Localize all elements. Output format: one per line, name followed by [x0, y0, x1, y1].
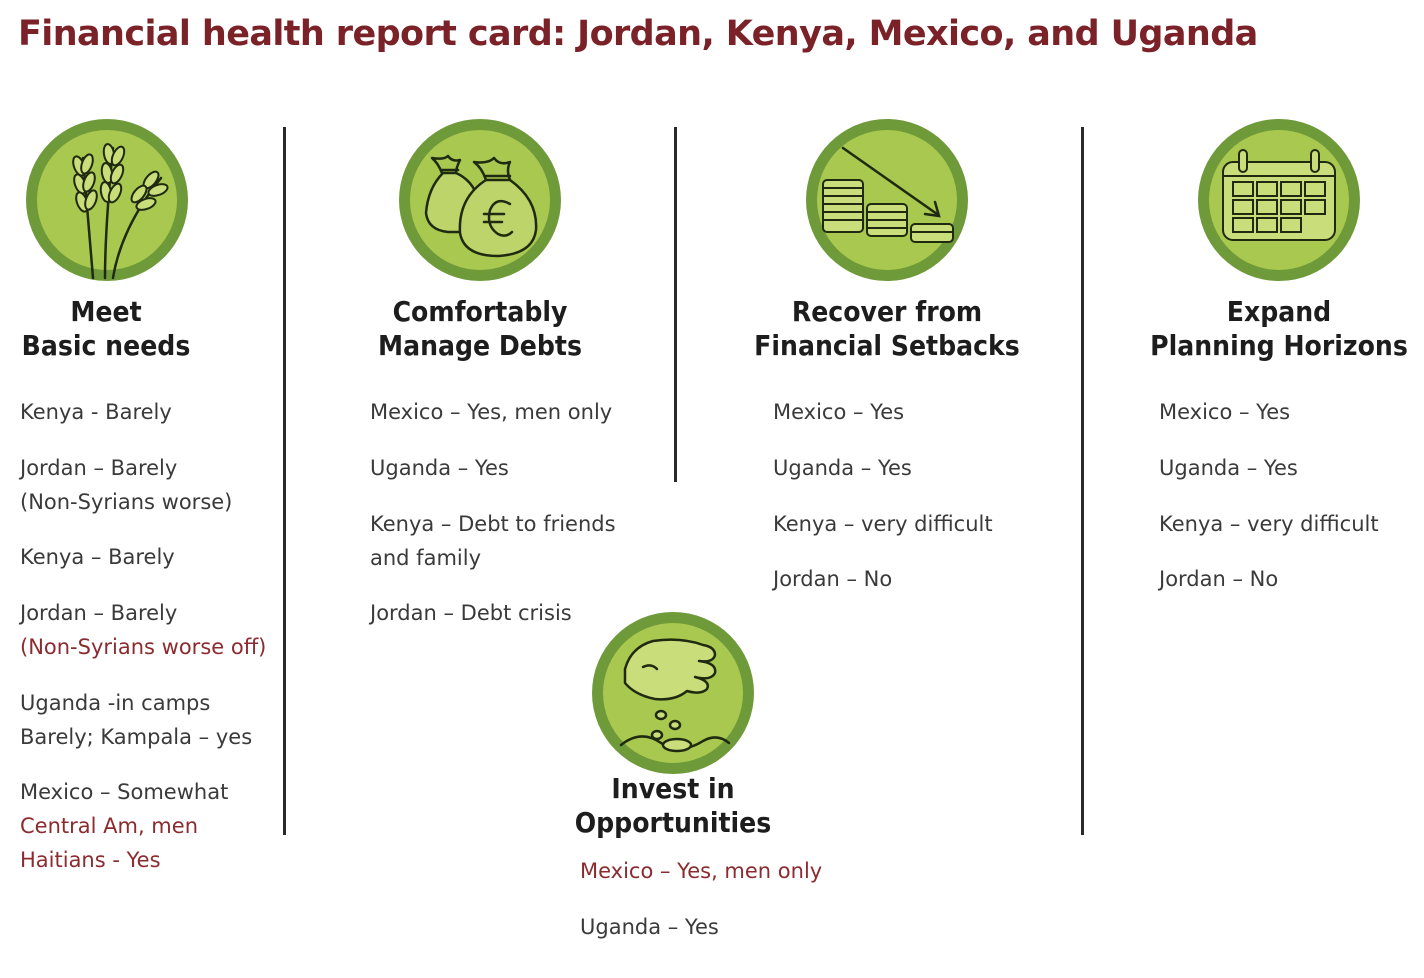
list-item: Mexico – Yes	[1159, 400, 1291, 424]
heading-manage-debts: Comfortably Manage Debts	[378, 295, 582, 362]
list-item: Kenya – Debt to friends and family	[370, 512, 616, 570]
list-item: Uganda – Yes	[580, 915, 719, 939]
calendar-icon	[1197, 118, 1361, 282]
list-item: Uganda -in camps Barely; Kampala – yes	[20, 691, 253, 749]
list-item: Uganda – Yes	[1159, 456, 1298, 480]
list-item: Jordan – Barely (Non-Syrians worse off)	[20, 601, 267, 659]
declining-coins-icon	[805, 118, 969, 282]
list-item: Mexico – Yes	[773, 400, 905, 424]
list-item: Kenya – Barely	[20, 545, 175, 569]
list-item: Jordan – Debt crisis	[370, 601, 572, 625]
column-divider	[674, 127, 677, 482]
money-bags-icon	[398, 118, 562, 282]
list-item: Kenya - Barely	[20, 400, 172, 424]
wheat-icon	[25, 118, 189, 282]
list-item: Uganda – Yes	[370, 456, 509, 480]
heading-meet-basic-needs: Meet Basic needs	[21, 295, 191, 362]
list-item: Kenya – very difficult	[773, 512, 993, 536]
list-item: Jordan – Barely (Non-Syrians worse)	[20, 456, 233, 514]
list-item: Uganda – Yes	[773, 456, 912, 480]
sowing-hand-icon	[591, 611, 755, 775]
heading-invest-opportunities: Invest in Opportunities	[574, 772, 772, 839]
heading-recover-setbacks: Recover from Financial Setbacks	[754, 295, 1020, 362]
list-item: Mexico – Yes, men only	[580, 859, 823, 883]
list-item: Mexico – Yes, men only	[370, 400, 613, 424]
list-item: Jordan – No	[773, 567, 893, 591]
heading-planning-horizons: Expand Planning Horizons	[1150, 295, 1408, 362]
list-item: Kenya – very difficult	[1159, 512, 1379, 536]
column-divider	[1081, 127, 1084, 835]
list-item: Mexico – Somewhat Central Am, men Haitia…	[20, 780, 229, 872]
page-title: Financial health report card: Jordan, Ke…	[18, 14, 1258, 54]
column-divider	[283, 127, 286, 835]
list-item: Jordan – No	[1159, 567, 1279, 591]
